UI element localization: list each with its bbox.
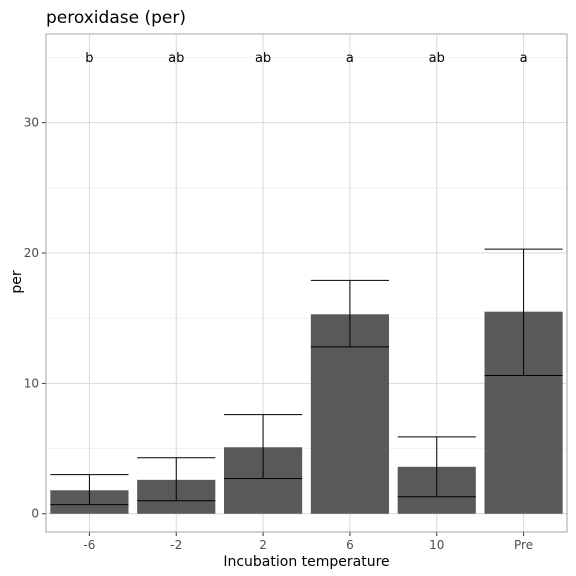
y-tick-label: 30 <box>24 116 39 130</box>
x-tick-label: -6 <box>83 538 95 552</box>
x-axis-title: Incubation temperature <box>223 554 389 570</box>
x-tick-label: 6 <box>346 538 354 552</box>
y-axis-ticks: 0 10 20 30 <box>24 116 46 521</box>
error-bars <box>50 248 563 506</box>
bars <box>50 311 563 514</box>
y-tick-label: 0 <box>31 507 39 521</box>
x-axis-ticks: -6 -2 2 6 10 Pre <box>83 532 533 552</box>
significance-letter--2: ab <box>168 51 184 66</box>
bar-6 <box>310 314 389 514</box>
error-bar-10 <box>397 436 476 498</box>
error-bar-2 <box>224 414 303 480</box>
y-tick-label: 20 <box>24 246 39 260</box>
significance-letter-2: ab <box>255 51 271 66</box>
y-axis-title: per <box>9 270 25 294</box>
x-tick-label: 2 <box>259 538 267 552</box>
error-bar--6 <box>50 474 129 506</box>
error-bar--2 <box>137 457 216 502</box>
significance-letters: b ab ab a ab a <box>85 51 527 66</box>
chart-title: peroxidase (per) <box>46 8 186 28</box>
x-tick-label: 10 <box>429 538 444 552</box>
significance-letter-Pre: a <box>520 51 528 66</box>
error-bar-6 <box>310 279 389 348</box>
panel-border <box>45 33 568 533</box>
significance-letter--6: b <box>85 51 93 66</box>
significance-letter-6: a <box>346 51 354 66</box>
error-bar-Pre <box>484 248 563 377</box>
x-tick-label: Pre <box>514 538 533 552</box>
x-tick-label: -2 <box>170 538 182 552</box>
significance-letter-10: ab <box>429 51 445 66</box>
y-tick-label: 10 <box>24 376 39 390</box>
